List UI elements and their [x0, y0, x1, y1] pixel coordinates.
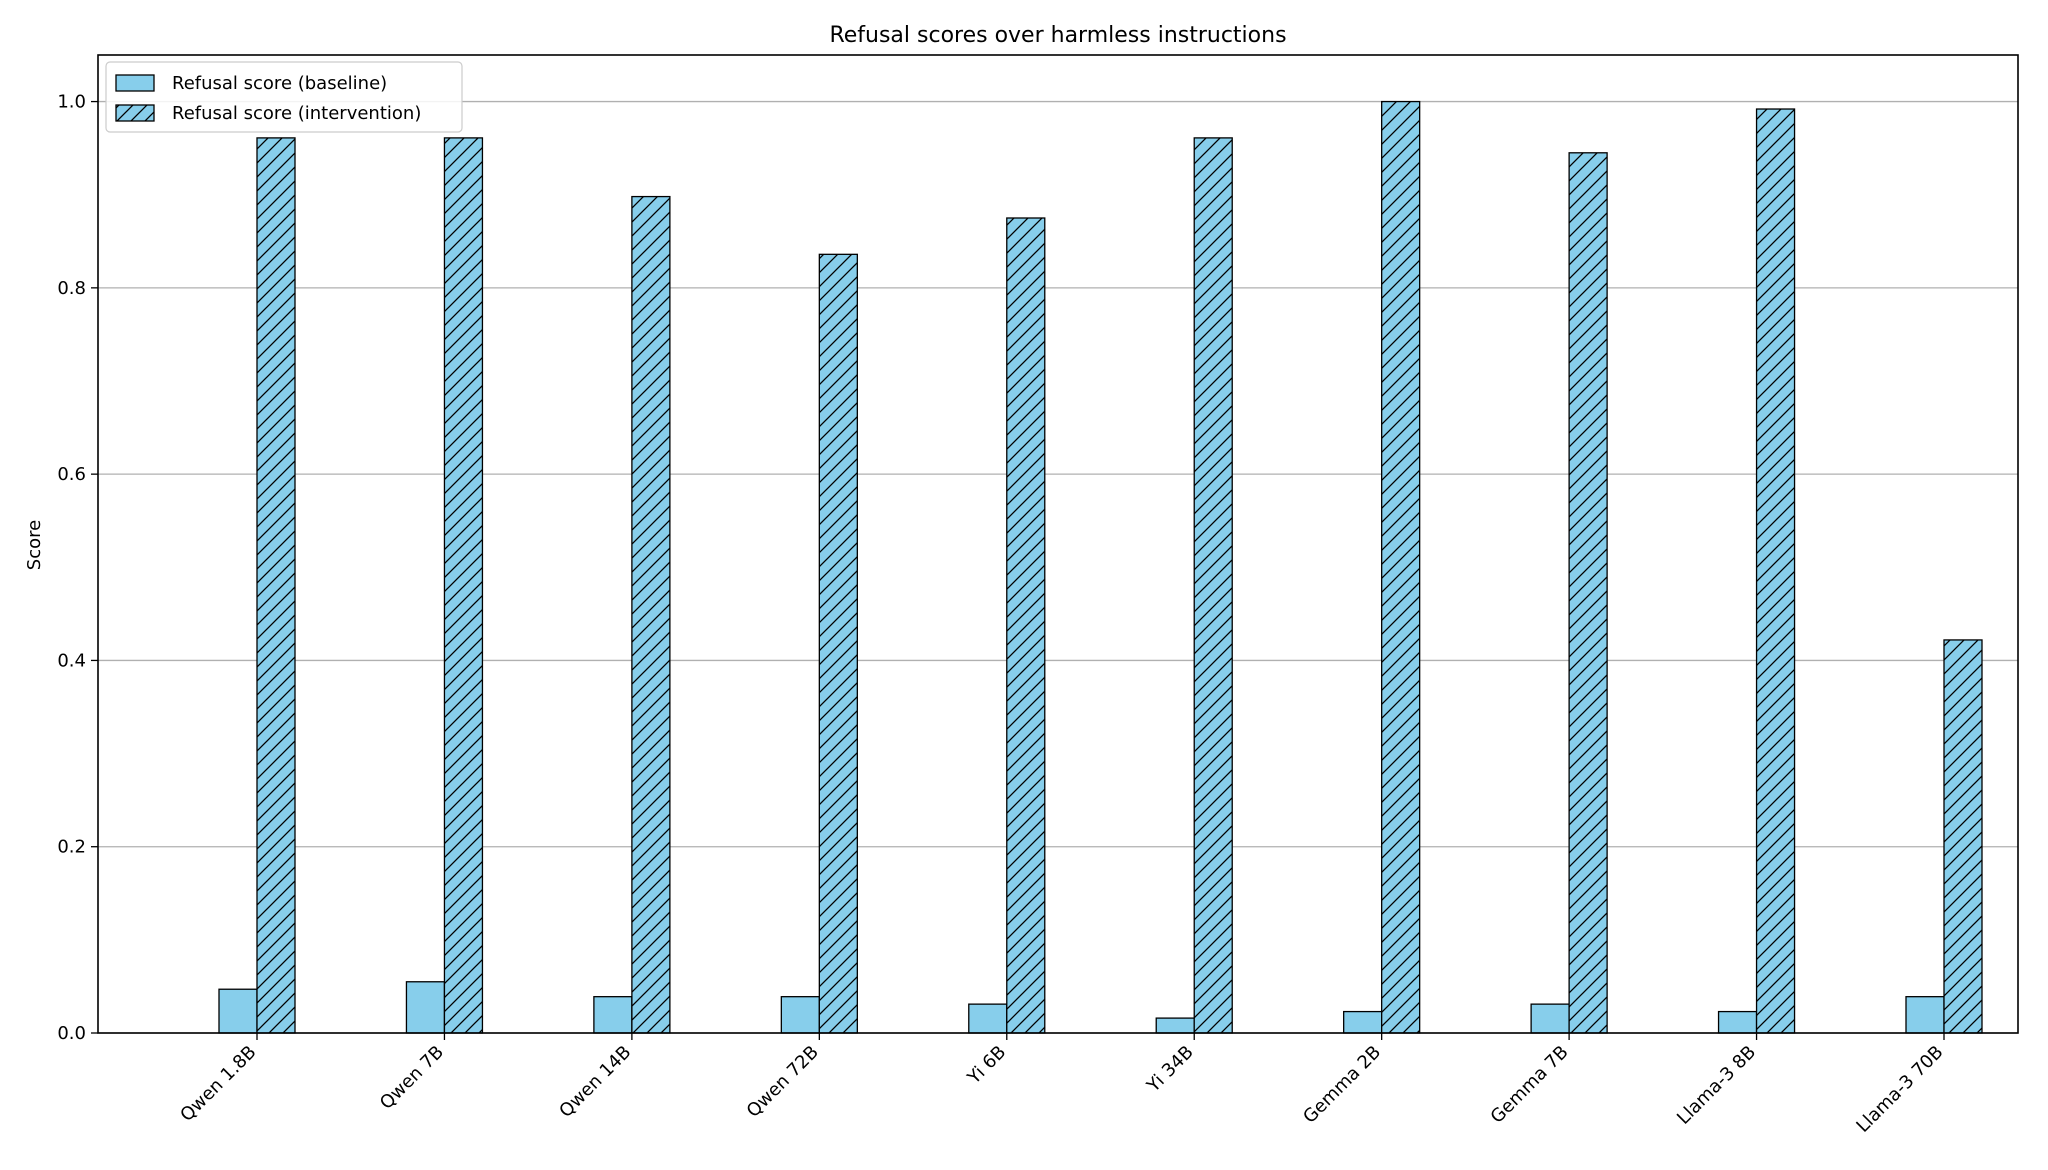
bar-baseline	[1905, 996, 1945, 1034]
x-axis: Qwen 1.8B Qwen 7B Qwen 14B Qwen 72B Yi 6B Yi …	[176, 1033, 1948, 1137]
legend-swatch-intervention	[115, 104, 155, 122]
bar-baseline	[1717, 1010, 1758, 1034]
x-tick-label: Yi 34B	[1142, 1042, 1197, 1097]
bars	[218, 100, 1983, 1034]
plot-frame	[97, 54, 2019, 1034]
bar-intervention	[1006, 217, 1046, 1034]
x-tick-label: Llama-3 70B	[1852, 1042, 1947, 1137]
bar-baseline	[968, 1003, 1008, 1034]
bar-baseline	[780, 996, 820, 1034]
legend-box	[105, 61, 463, 133]
y-tick-label: 0.6	[57, 464, 86, 485]
bar-baseline	[405, 981, 446, 1034]
x-tick-label: Llama-3 8B	[1673, 1042, 1760, 1129]
x-tick-label: Qwen 14B	[555, 1042, 635, 1122]
chart-title: Refusal scores over harmless instruction…	[829, 23, 1286, 48]
bar-intervention	[631, 195, 671, 1034]
bar-intervention	[818, 253, 858, 1034]
y-tick-label: 0.4	[57, 650, 86, 671]
x-tick-label: Gemma 2B	[1299, 1042, 1385, 1128]
y-tick-label: 0.2	[57, 837, 86, 858]
legend: Refusal score (baseline) Refusal score (…	[105, 61, 463, 133]
bar-baseline	[1530, 1003, 1570, 1034]
x-tick-label: Qwen 7B	[376, 1042, 448, 1114]
bar-baseline	[218, 988, 258, 1034]
y-tick-label: 0.8	[57, 278, 86, 299]
y-tick-label: 0.0	[57, 1023, 86, 1044]
bar-intervention	[1381, 100, 1421, 1034]
bar-intervention	[443, 137, 484, 1034]
y-tick-label: 1.0	[57, 92, 86, 113]
bar-intervention	[1568, 152, 1608, 1034]
bar-intervention	[1943, 639, 1983, 1034]
bar-intervention	[1755, 108, 1796, 1034]
bar-baseline	[593, 996, 633, 1034]
legend-swatch-baseline	[115, 74, 155, 92]
plot-background	[98, 55, 2018, 1033]
x-tick-label: Qwen 1.8B	[176, 1042, 260, 1126]
x-tick-label: Yi 6B	[963, 1042, 1010, 1089]
y-axis-label: Score	[24, 520, 45, 570]
x-tick-label: Qwen 72B	[743, 1042, 823, 1122]
bar-intervention	[1193, 137, 1233, 1034]
legend-label-intervention: Refusal score (intervention)	[172, 103, 421, 124]
bar-intervention	[256, 137, 296, 1034]
bar-baseline	[1155, 1017, 1195, 1034]
x-tick-label: Gemma 7B	[1487, 1042, 1573, 1128]
y-axis: 0.0 0.2 0.4 0.6 0.8 1.0	[57, 92, 98, 1044]
bar-baseline	[1343, 1010, 1383, 1034]
legend-label-baseline: Refusal score (baseline)	[172, 73, 387, 94]
